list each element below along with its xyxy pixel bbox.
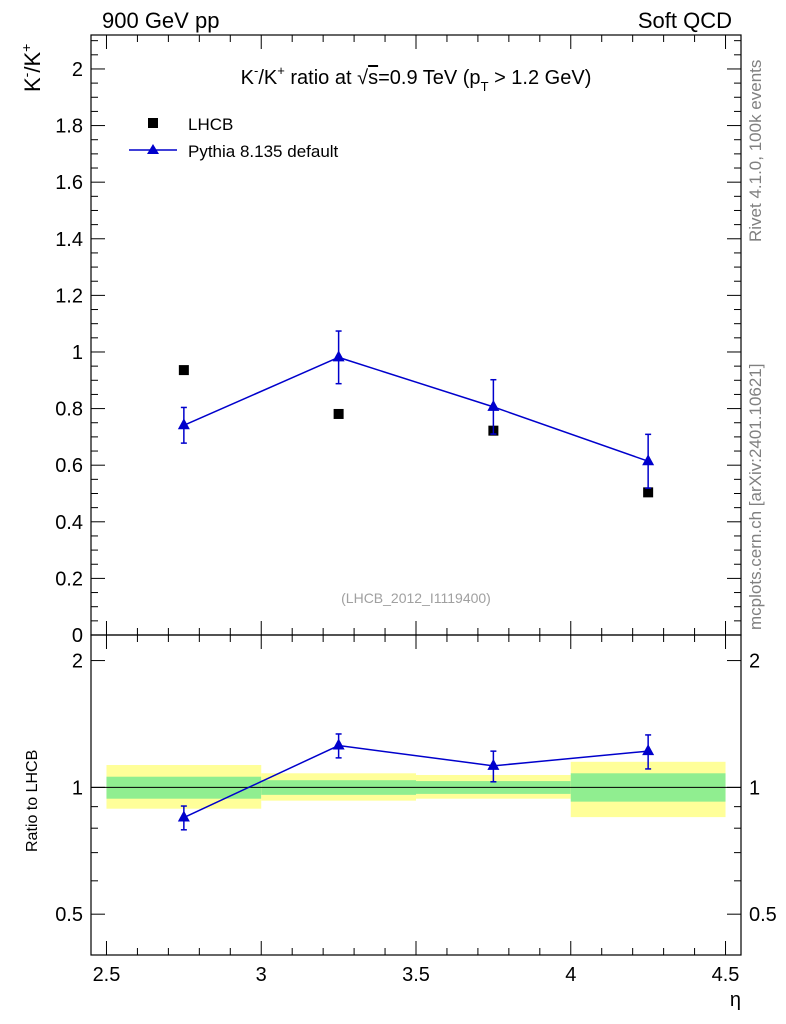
main-ytick-label: 0.6 xyxy=(55,455,83,477)
legend-pythia-marker xyxy=(147,144,159,154)
collision-label: 900 GeV pp xyxy=(102,8,220,33)
chart-title: K-/K+ ratio at √s=0.9 TeV (pT > 1.2 GeV) xyxy=(241,63,592,94)
process-label: Soft QCD xyxy=(637,8,732,33)
legend: LHCB Pythia 8.135 default xyxy=(129,115,339,161)
main-ytick-label: 1.6 xyxy=(55,172,83,194)
legend-lhcb-label: LHCB xyxy=(188,115,233,134)
ratio-ytick-label-right: 1 xyxy=(749,777,760,799)
ratio-ytick-label-left: 2 xyxy=(72,651,83,673)
ratio-ytick-label-right: 2 xyxy=(749,651,760,673)
ratio-xtick-label: 3.5 xyxy=(402,964,430,986)
lhcb-data-point xyxy=(333,408,344,419)
ratio-uncertainty-bands xyxy=(106,761,726,818)
ratio-ytick-label-left: 1 xyxy=(72,777,83,799)
pythia-data-point xyxy=(332,350,345,362)
ratio-xtick-label: 2.5 xyxy=(93,964,121,986)
main-ytick-label: 1.2 xyxy=(55,285,83,307)
axis-ticks xyxy=(91,35,741,956)
ratio-xtick-label: 3 xyxy=(256,964,267,986)
analysis-id-watermark: (LHCB_2012_I1119400) xyxy=(341,590,491,606)
lhcb-data-point xyxy=(643,487,654,498)
legend-lhcb-marker xyxy=(148,118,158,128)
ratio-data-point xyxy=(642,744,655,756)
main-ytick-label: 1.8 xyxy=(55,116,83,138)
pythia-data-point xyxy=(642,454,655,466)
main-y-axis-label: K-/K+ xyxy=(18,44,45,92)
axis-tick-labels: 0 0.2 0.4 0.6 0.8 1 1.2 1.4 1.6 1.8 2 2.5 3 3.5 4 4.5 0.… xyxy=(55,59,777,986)
ratio-y-axis-label: Ratio to LHCB xyxy=(24,750,41,852)
pythia-data-point xyxy=(177,418,190,430)
ratio-xtick-label: 4.5 xyxy=(712,964,740,986)
ratio-ytick-label-right: 0.5 xyxy=(749,904,777,926)
ratio-data-point xyxy=(487,758,500,770)
main-ytick-label: 0.4 xyxy=(55,512,83,534)
ratio-series-line xyxy=(183,744,649,819)
main-ytick-label: 1 xyxy=(72,342,83,364)
ratio-data-point xyxy=(177,810,190,822)
pythia-data-point xyxy=(487,399,500,411)
ratio-xtick-label: 4 xyxy=(565,964,576,986)
ratio-ytick-label-left: 0.5 xyxy=(55,904,83,926)
main-ytick-label: 1.4 xyxy=(55,229,83,251)
main-ytick-label: 2 xyxy=(72,59,83,81)
x-axis-label: η xyxy=(730,989,741,1011)
lhcb-data-point xyxy=(178,365,189,376)
data-marks xyxy=(177,330,655,831)
legend-pythia-label: Pythia 8.135 default xyxy=(188,142,339,161)
ratio-data-point xyxy=(332,738,345,750)
pythia-series-line xyxy=(183,356,649,462)
main-ytick-label: 0.8 xyxy=(55,399,83,421)
main-ytick-label: 0.2 xyxy=(55,568,83,590)
main-ytick-label: 0 xyxy=(72,625,83,647)
